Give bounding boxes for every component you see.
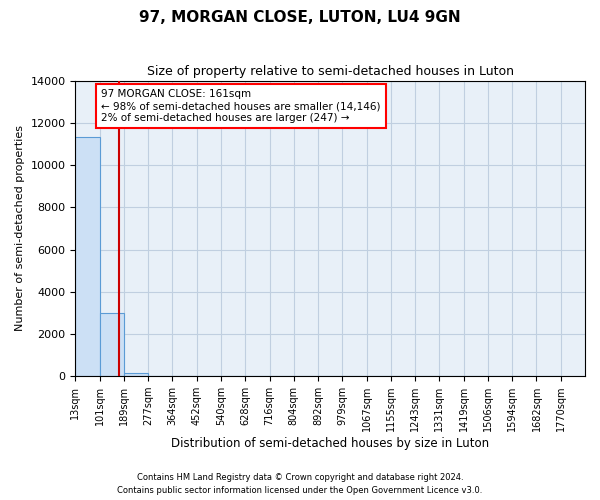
Bar — [76, 136, 100, 376]
Text: 97, MORGAN CLOSE, LUTON, LU4 9GN: 97, MORGAN CLOSE, LUTON, LU4 9GN — [139, 10, 461, 25]
Text: Contains HM Land Registry data © Crown copyright and database right 2024.
Contai: Contains HM Land Registry data © Crown c… — [118, 474, 482, 495]
Bar — [100, 313, 124, 376]
Title: Size of property relative to semi-detached houses in Luton: Size of property relative to semi-detach… — [147, 65, 514, 78]
Bar — [124, 374, 148, 376]
Text: 97 MORGAN CLOSE: 161sqm
← 98% of semi-detached houses are smaller (14,146)
2% of: 97 MORGAN CLOSE: 161sqm ← 98% of semi-de… — [101, 90, 380, 122]
Y-axis label: Number of semi-detached properties: Number of semi-detached properties — [15, 126, 25, 332]
X-axis label: Distribution of semi-detached houses by size in Luton: Distribution of semi-detached houses by … — [171, 437, 489, 450]
